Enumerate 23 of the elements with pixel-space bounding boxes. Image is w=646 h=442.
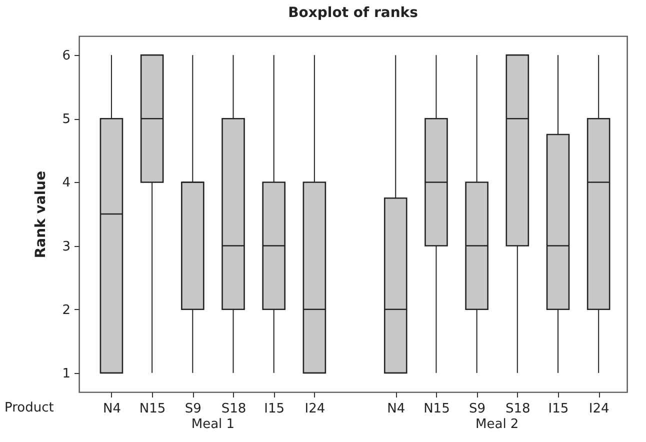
y-tick-label: 1 [62, 366, 70, 382]
chart-title: Boxplot of ranks [288, 5, 418, 21]
x-tick-label: I24 [588, 402, 610, 416]
y-tick-label: 3 [62, 239, 70, 254]
x-tick-label: S18 [221, 402, 246, 416]
y-tick-label: 2 [62, 302, 70, 318]
x-tick-label: N15 [139, 402, 166, 416]
x-tick-label: I15 [264, 402, 285, 416]
text: Meal 2 [476, 417, 519, 432]
x-tick-label: S9 [469, 402, 486, 416]
x-tick-label: N15 [424, 402, 450, 416]
y-axis-title: Rank value [33, 170, 50, 258]
x-tick-label: N4 [102, 402, 121, 416]
y-tick-label: 6 [62, 48, 70, 64]
x-tick-label: S18 [506, 402, 530, 416]
y-tick-label: 5 [62, 112, 70, 128]
x-tick-label: I24 [304, 402, 326, 416]
y-tick-label: 4 [62, 176, 70, 191]
x-axis-title: Product [4, 400, 54, 416]
text: Meal 1 [191, 417, 235, 432]
x-tick-label: S9 [184, 402, 202, 416]
x-tick-label: I15 [548, 402, 569, 416]
x-tick-label: N4 [387, 402, 406, 416]
